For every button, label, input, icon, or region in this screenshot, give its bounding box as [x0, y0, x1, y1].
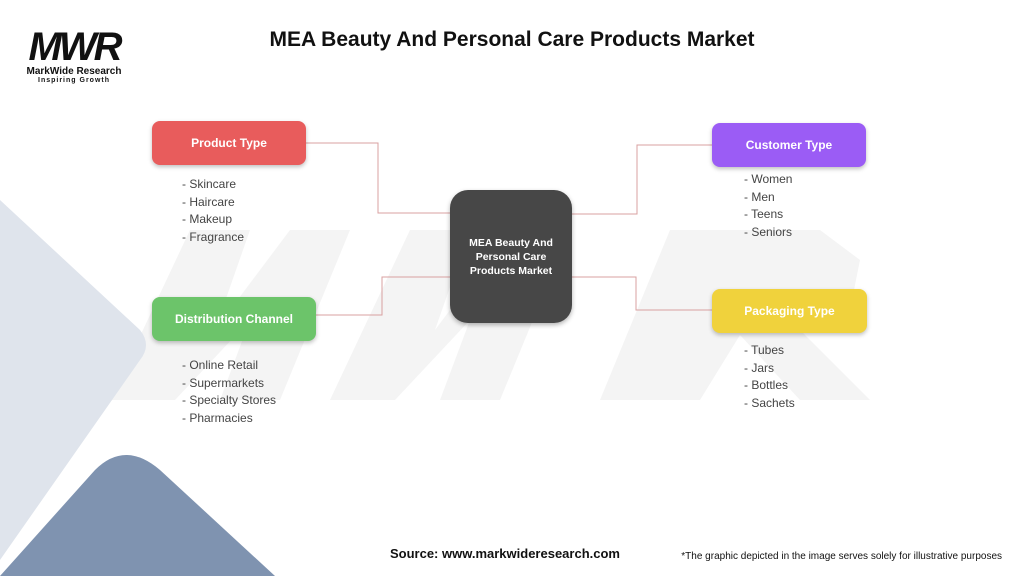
background-shape-bottom: [0, 455, 275, 576]
list-item: - Women: [744, 172, 793, 186]
list-item: - Jars: [744, 360, 774, 375]
node-label: Customer Type: [745, 138, 833, 152]
logo-tagline: Inspiring Growth: [38, 77, 110, 84]
node-label: Distribution Channel: [175, 312, 293, 326]
list-item: - Men: [744, 189, 775, 204]
logo-name: MarkWide Research: [26, 66, 122, 77]
node-product-type: Product Type: [152, 121, 306, 165]
background-shape-left: [0, 200, 146, 560]
center-label: MEA Beauty And Personal Care Products Ma…: [469, 236, 553, 277]
list-packaging-type: - Tubes - Jars - Bottles - Sachets: [744, 342, 795, 412]
disclaimer-note: *The graphic depicted in the image serve…: [681, 551, 1002, 562]
list-item: - Pharmacies: [182, 410, 253, 425]
page-title: MEA Beauty And Personal Care Products Ma…: [269, 28, 755, 51]
list-item: - Supermarkets: [182, 375, 265, 390]
list-item: - Fragrance: [182, 229, 245, 244]
center-node: MEA Beauty And Personal Care Products Ma…: [450, 190, 572, 323]
list-item: - Seniors: [744, 224, 793, 239]
list-item: - Online Retail: [182, 358, 259, 372]
list-item: - Specialty Stores: [182, 393, 277, 407]
list-item: - Tubes: [744, 343, 785, 357]
logo-mark: MWR: [28, 25, 123, 69]
list-item: - Haircare: [182, 194, 235, 209]
node-distribution-channel: Distribution Channel: [152, 297, 316, 341]
connector-distribution-channel: [316, 276, 450, 316]
node-packaging-type: Packaging Type: [712, 289, 867, 333]
node-customer-type: Customer Type: [712, 123, 866, 167]
list-item: - Skincare: [182, 177, 237, 191]
node-label: Product Type: [191, 136, 267, 150]
list-item: - Bottles: [744, 378, 789, 392]
connector-customer-type: [572, 144, 712, 215]
node-label: Packaging Type: [744, 304, 835, 318]
list-item: - Makeup: [182, 212, 233, 226]
list-item: - Teens: [744, 207, 784, 221]
list-customer-type: - Women - Men - Teens - Seniors: [744, 171, 792, 241]
connector-product-type: [306, 142, 450, 214]
logo: MWR MarkWide Research Inspiring Growth: [22, 25, 126, 85]
connector-packaging-type: [572, 276, 712, 311]
list-item: - Sachets: [744, 395, 795, 410]
list-distribution-channel: - Online Retail - Supermarkets - Special…: [182, 357, 276, 427]
connectors: [306, 142, 712, 316]
source-text: Source: www.markwideresearch.com: [389, 546, 620, 561]
list-product-type: - Skincare - Haircare - Makeup - Fragran…: [182, 176, 244, 246]
